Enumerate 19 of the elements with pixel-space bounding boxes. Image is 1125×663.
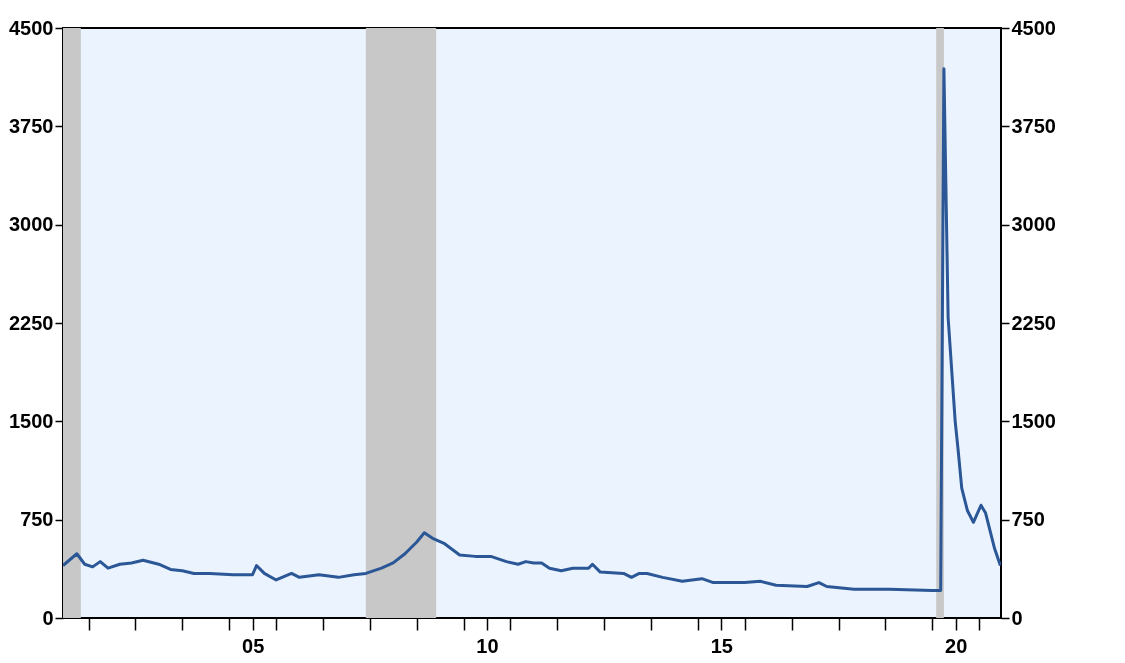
x-tick-label: 10 xyxy=(476,634,499,657)
y2-tick-label: 3000 xyxy=(1011,213,1056,236)
x-tick-label: 05 xyxy=(242,634,265,657)
y2-tick-label: 750 xyxy=(1011,508,1045,531)
y2-tick-label: 4500 xyxy=(1011,16,1056,39)
y-tick-label: 0 xyxy=(42,606,54,629)
x-tick-label: 15 xyxy=(710,634,733,657)
y-tick-label: 3750 xyxy=(9,114,54,137)
y-tick-label: 750 xyxy=(20,508,54,531)
y2-tick-label: 1500 xyxy=(1011,409,1056,432)
y-tick-label: 4500 xyxy=(9,16,54,39)
y-tick-label: 3000 xyxy=(9,213,54,236)
y2-tick-label: 3750 xyxy=(1011,114,1056,137)
x-tick-label: 20 xyxy=(945,634,968,657)
y2-tick-label: 0 xyxy=(1011,606,1023,629)
y2-tick-label: 2250 xyxy=(1011,311,1056,334)
y-tick-label: 1500 xyxy=(9,409,54,432)
y-tick-label: 2250 xyxy=(9,311,54,334)
line-series xyxy=(63,67,1001,592)
